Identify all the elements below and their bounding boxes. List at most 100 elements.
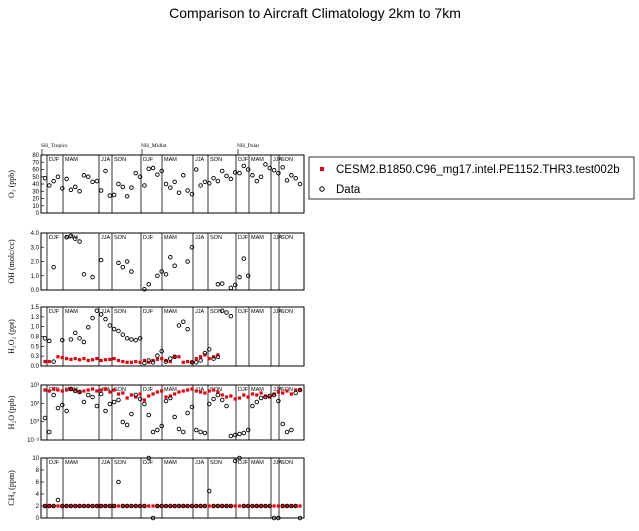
data-point [73, 184, 78, 190]
data-point [60, 186, 65, 191]
season-label: JJA [273, 235, 283, 241]
data-point [98, 188, 104, 193]
legend-model-marker [320, 167, 324, 171]
panel-1: DJF MAM JJA SON DJF MAM JJA SON DJF MAM JJASON0102… [7, 153, 305, 217]
model-point [255, 393, 259, 397]
data-point [228, 503, 234, 509]
season-label: SON [210, 387, 222, 393]
season-label: MAM [65, 235, 78, 241]
data-point [198, 183, 203, 188]
data-point [181, 429, 186, 435]
data-point [163, 398, 169, 404]
data-point [228, 176, 234, 182]
data-point [155, 172, 160, 177]
model-point [216, 390, 220, 394]
data-point [168, 395, 173, 401]
data-point [215, 178, 221, 184]
model-point [181, 360, 185, 364]
data-point [211, 396, 216, 402]
model-point [73, 357, 77, 361]
y-tick-label: 0.8 [31, 335, 40, 341]
season-label: MAM [164, 157, 177, 163]
season-label: DJF [49, 460, 60, 466]
model-point [47, 359, 51, 364]
data-point [137, 174, 143, 179]
y-tick-label: 0.0 [31, 364, 40, 370]
data-point [120, 503, 126, 509]
data-point [155, 503, 160, 509]
data-point [241, 430, 247, 436]
data-point [116, 479, 121, 485]
season-label: MAM [251, 387, 264, 393]
model-point [294, 388, 298, 392]
data-point [137, 503, 143, 509]
model-point [224, 504, 229, 508]
model-point [43, 359, 47, 364]
season-label: MAM [251, 157, 264, 163]
data-point [42, 175, 48, 181]
model-point [69, 504, 73, 508]
model-point [108, 390, 112, 394]
model-point [164, 358, 168, 363]
data-point [241, 503, 247, 509]
y-tick-label: 10³ [30, 383, 39, 389]
season-label: JJA [195, 309, 205, 315]
data-point [159, 269, 164, 274]
data-point [245, 167, 251, 172]
data-point [168, 254, 173, 260]
season-label: MAM [164, 235, 177, 241]
y-tick-label: 4.0 [31, 231, 40, 237]
data-point [232, 432, 238, 438]
data-point [85, 503, 91, 509]
data-point [111, 326, 117, 332]
model-point [272, 392, 276, 396]
data-point [258, 503, 264, 509]
model-point [194, 389, 198, 393]
model-point [246, 395, 250, 399]
data-point [73, 236, 78, 241]
data-point [116, 397, 121, 403]
data-point [129, 503, 134, 509]
data-point [289, 503, 294, 509]
season-label: MAM [65, 309, 78, 315]
season-label: MAM [164, 309, 177, 315]
season-label: DJF [238, 309, 249, 315]
y-tick-label: 1.0 [31, 274, 40, 280]
data-point [219, 168, 225, 174]
data-point [159, 423, 164, 429]
data-point [267, 503, 272, 509]
data-point [267, 165, 272, 171]
data-point [60, 402, 65, 408]
data-point [206, 401, 212, 407]
data-point [293, 390, 298, 396]
model-point [86, 388, 90, 392]
data-point [198, 429, 203, 435]
data-point [47, 338, 52, 344]
data-point [155, 427, 160, 433]
model-point [233, 504, 237, 508]
data-point [55, 174, 61, 179]
model-point [211, 388, 216, 392]
data-point [211, 356, 216, 361]
model-point [164, 395, 168, 399]
model-point [112, 504, 116, 508]
data-point [284, 178, 290, 183]
data-point [111, 192, 117, 198]
model-point [138, 504, 142, 508]
data-point [185, 188, 190, 193]
model-point [60, 355, 64, 360]
model-point [198, 390, 203, 394]
model-point [116, 504, 121, 508]
data-point [51, 264, 56, 270]
season-label: DJF [49, 309, 60, 315]
model-point [173, 392, 177, 396]
data-point [137, 336, 143, 341]
data-point [98, 503, 104, 509]
season-label: MAM [251, 235, 264, 241]
data-point [228, 285, 234, 291]
model-point [298, 388, 302, 392]
model-point [138, 360, 142, 364]
data-point [142, 360, 147, 366]
data-point [172, 503, 177, 509]
